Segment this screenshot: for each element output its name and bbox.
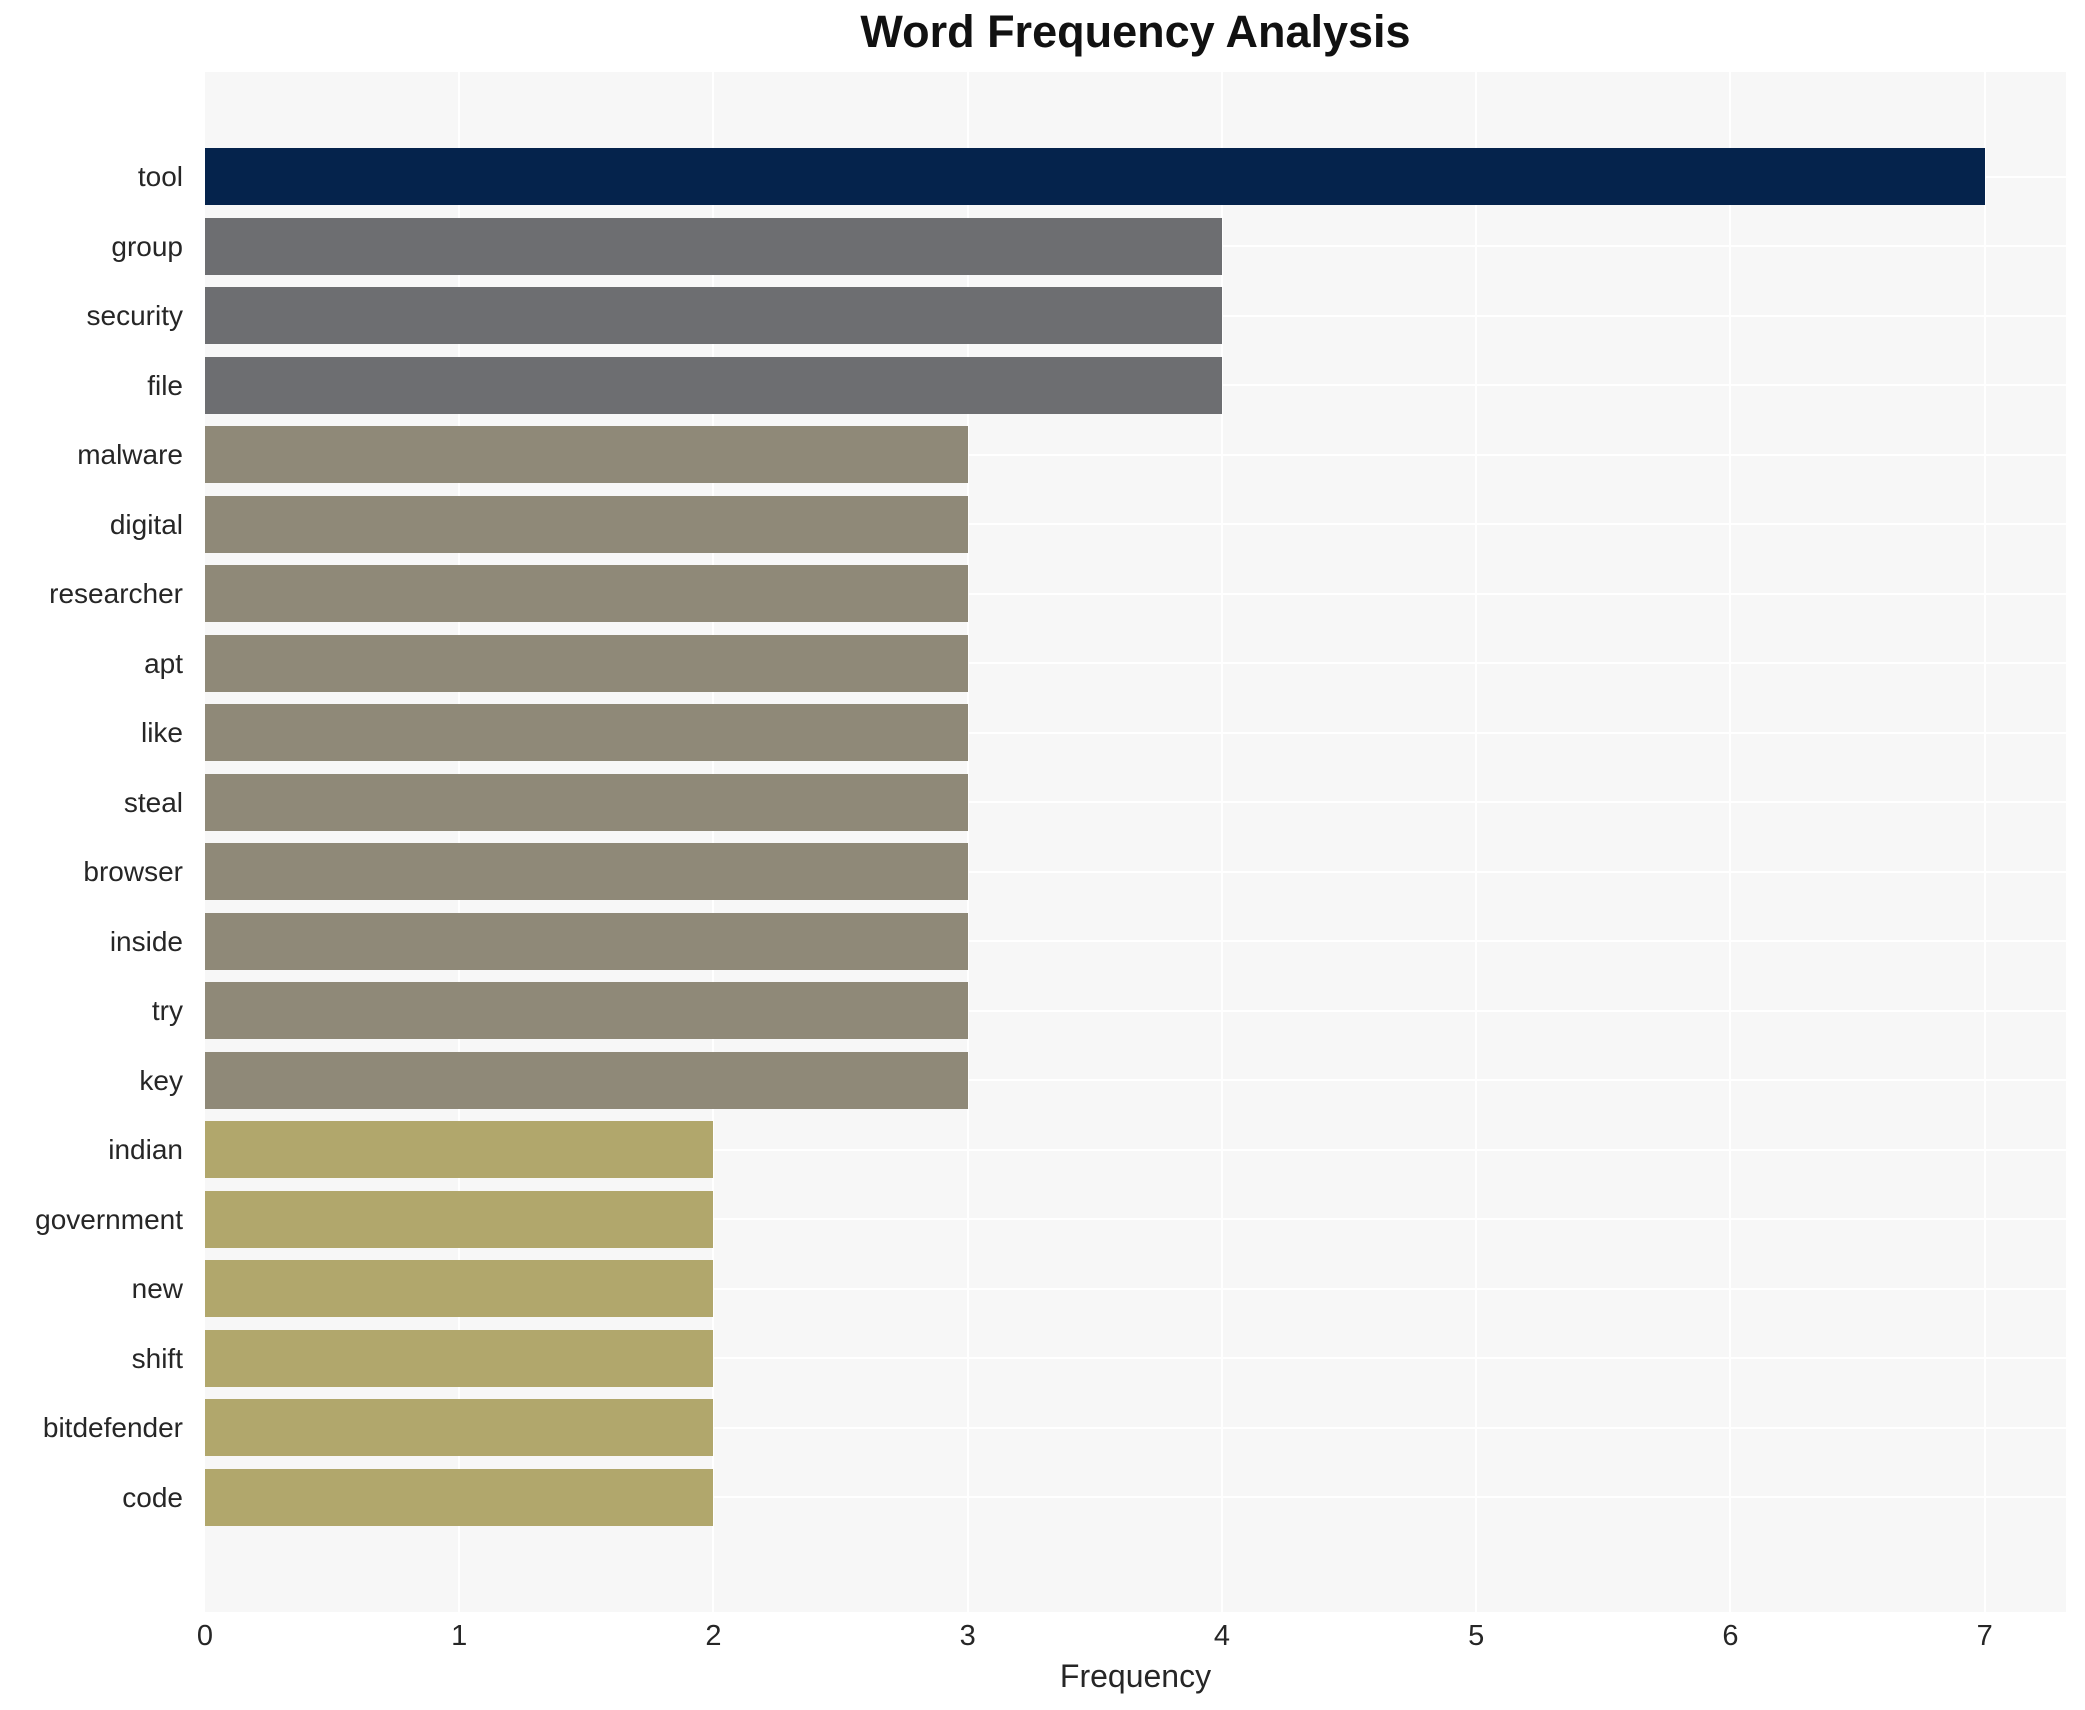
y-tick-label-bitdefender: bitdefender: [42, 1412, 183, 1443]
x-axis-ticks: 0 1 2 3 4 5 6 7: [0, 1620, 2085, 1660]
bar-file: [205, 356, 1222, 414]
grid-hline-inside: [205, 940, 2066, 943]
bar-group: [205, 217, 1222, 275]
bar-key: [205, 1051, 968, 1109]
grid-hline-government: [205, 1218, 2066, 1221]
y-tick-label-tool: tool: [137, 161, 183, 192]
y-tick-label-indian: indian: [108, 1134, 183, 1165]
grid-vline-2: [712, 72, 715, 1612]
plot-area: [205, 72, 2066, 1612]
grid-vline-1: [458, 72, 461, 1612]
bar-indian: [205, 1121, 714, 1179]
bar-government: [205, 1190, 714, 1248]
y-tick-label-security: security: [86, 300, 183, 331]
bar-tool: [205, 148, 1985, 206]
y-tick-label-group: group: [111, 230, 183, 262]
y-tick-label-apt: apt: [144, 647, 183, 679]
bar-malware: [205, 426, 968, 484]
x-tick-label-3: 3: [959, 1620, 976, 1652]
y-tick-label-like: like: [140, 717, 183, 748]
grid-hline-new: [205, 1287, 2066, 1290]
x-tick-label-7: 7: [1976, 1620, 1993, 1652]
bar-shift: [205, 1329, 714, 1387]
grid-hline-steal: [205, 801, 2066, 804]
x-tick-label-2: 2: [705, 1620, 722, 1652]
grid-hline-bitdefender: [205, 1426, 2066, 1429]
y-tick-label-key: key: [139, 1064, 183, 1096]
grid-hline-apt: [205, 662, 2066, 665]
bar-apt: [205, 634, 968, 692]
y-tick-label-researcher: researcher: [49, 578, 183, 609]
grid-hline-code: [205, 1496, 2066, 1499]
grid-vline-4: [1220, 72, 1223, 1612]
y-tick-label-browser: browser: [83, 856, 183, 887]
grid-hline-shift: [205, 1357, 2066, 1360]
grid-hline-key: [205, 1079, 2066, 1082]
y-tick-label-new: new: [131, 1273, 183, 1304]
y-tick-label-digital: digital: [109, 508, 183, 540]
grid-hline-researcher: [205, 592, 2066, 595]
grid-hline-malware: [205, 453, 2066, 456]
y-tick-label-shift: shift: [131, 1342, 183, 1374]
y-tick-label-steal: steal: [123, 786, 183, 818]
x-tick-label-0: 0: [196, 1620, 214, 1652]
chart-title: Word Frequency Analysis: [860, 6, 1411, 57]
grid-hline-indian: [205, 1148, 2066, 1151]
bar-steal: [205, 773, 968, 831]
y-tick-label-inside: inside: [109, 925, 183, 957]
grid-hline-try: [205, 1009, 2066, 1012]
bar-digital: [205, 495, 968, 553]
bar-code: [205, 1468, 714, 1526]
bar-like: [205, 704, 968, 762]
grid-vline-5: [1475, 72, 1478, 1612]
bar-browser: [205, 843, 968, 901]
grid-hline-digital: [205, 523, 2066, 526]
y-tick-label-malware: malware: [77, 439, 183, 470]
y-axis-labels: tool group security file malware digital resea…: [0, 72, 193, 1612]
bar-researcher: [205, 565, 968, 623]
bar-bitdefender: [205, 1399, 714, 1457]
grid-vline-3: [966, 72, 969, 1612]
grid-vline-7: [1983, 72, 1986, 1612]
bar-security: [205, 287, 1222, 345]
bar-new: [205, 1260, 714, 1318]
grid-hline-browser: [205, 870, 2066, 873]
x-axis-title: Frequency: [1059, 1658, 1212, 1694]
x-tick-label-6: 6: [1722, 1620, 1739, 1652]
y-tick-label-try: try: [151, 995, 183, 1026]
y-tick-label-government: government: [35, 1203, 183, 1235]
grid-vline-6: [1729, 72, 1732, 1612]
y-tick-label-code: code: [122, 1481, 183, 1513]
bar-inside: [205, 912, 968, 970]
x-tick-label-1: 1: [451, 1620, 468, 1652]
grid-hline-like: [205, 731, 2066, 734]
bar-try: [205, 982, 968, 1040]
x-tick-label-5: 5: [1468, 1620, 1485, 1652]
y-tick-label-file: file: [147, 369, 183, 401]
x-tick-label-4: 4: [1213, 1620, 1230, 1652]
